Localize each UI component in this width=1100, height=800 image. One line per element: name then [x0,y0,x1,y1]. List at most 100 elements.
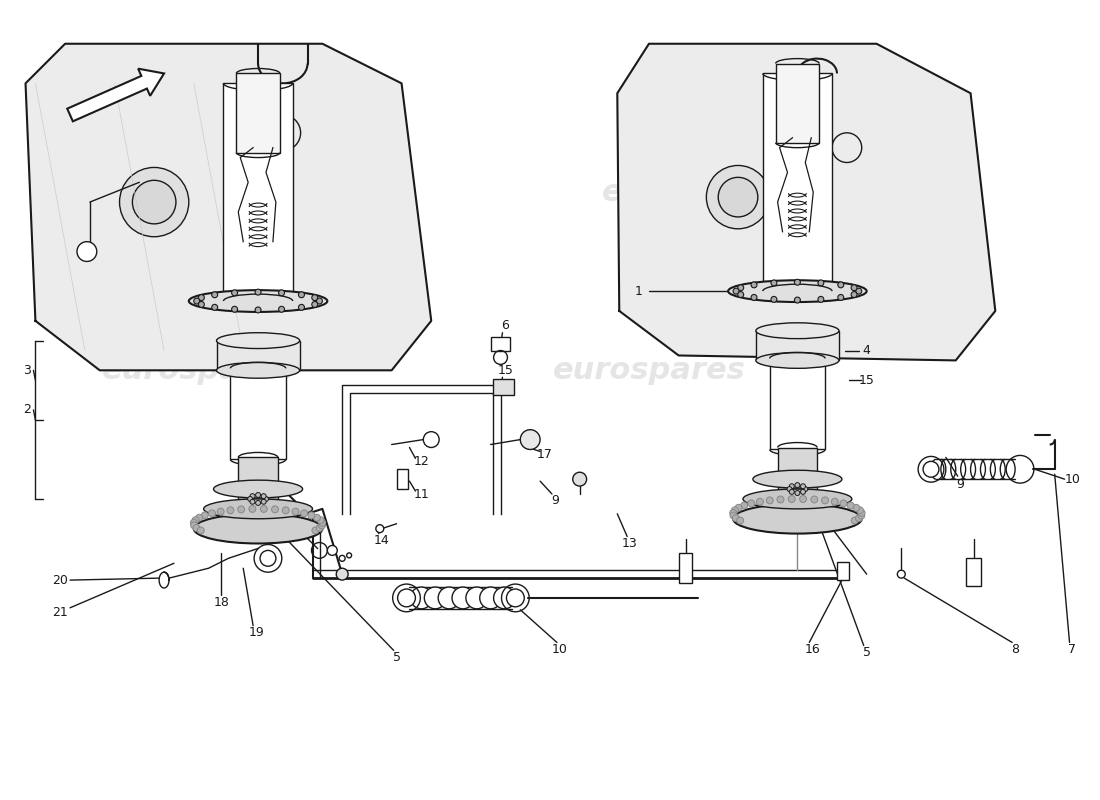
Bar [493,379,515,395]
Circle shape [346,553,352,558]
Text: 15: 15 [859,374,874,386]
Bar [756,330,839,361]
Circle shape [255,307,261,313]
Text: 4: 4 [862,344,870,357]
Circle shape [790,490,794,494]
Circle shape [261,494,266,498]
Circle shape [410,587,432,609]
Circle shape [250,499,255,504]
Polygon shape [25,44,431,370]
Circle shape [209,510,216,517]
Circle shape [190,519,197,526]
Circle shape [438,587,460,609]
Bar [776,63,820,142]
Circle shape [923,462,939,477]
Circle shape [751,294,757,301]
Circle shape [217,508,224,515]
Circle shape [308,512,315,519]
Circle shape [317,517,324,524]
Circle shape [801,484,805,489]
Ellipse shape [733,504,861,534]
Circle shape [777,496,784,503]
Circle shape [211,292,218,298]
Circle shape [790,484,794,489]
Ellipse shape [189,290,328,312]
Text: 5: 5 [393,650,400,664]
Circle shape [278,306,285,312]
Circle shape [466,587,487,609]
Circle shape [852,504,860,511]
Circle shape [757,498,763,505]
Circle shape [264,497,268,502]
Bar [223,83,293,301]
Text: 8: 8 [1011,643,1019,656]
Circle shape [832,498,838,505]
Ellipse shape [742,489,851,509]
Text: eurospares: eurospares [102,356,295,385]
Bar [770,358,825,450]
Circle shape [818,297,824,302]
Circle shape [767,497,773,504]
Circle shape [838,282,844,288]
Text: 10: 10 [552,643,568,656]
Circle shape [227,507,234,514]
Text: 18: 18 [213,596,230,610]
Circle shape [857,507,864,514]
Circle shape [312,527,319,534]
Circle shape [737,517,744,524]
Circle shape [738,291,744,298]
Bar [236,74,279,153]
Circle shape [238,506,244,513]
Circle shape [311,302,318,307]
Circle shape [740,502,748,509]
Text: 5: 5 [862,646,871,659]
Circle shape [317,298,322,304]
Circle shape [328,546,338,555]
Circle shape [452,587,474,609]
Circle shape [376,525,384,533]
Circle shape [856,288,861,294]
Text: 3: 3 [23,364,32,377]
Text: 14: 14 [374,534,389,547]
Circle shape [255,289,261,295]
FancyArrow shape [67,69,164,122]
Circle shape [298,292,305,298]
Text: 20: 20 [52,574,68,586]
Ellipse shape [756,323,839,338]
Text: eurospares: eurospares [602,178,795,206]
Bar [217,341,299,370]
Circle shape [801,490,805,494]
Text: eurospares: eurospares [552,356,746,385]
Circle shape [197,527,205,534]
Polygon shape [617,44,996,361]
Circle shape [293,508,299,515]
Circle shape [732,507,738,514]
Text: 17: 17 [537,448,553,461]
Circle shape [319,522,326,529]
Circle shape [283,507,289,514]
Text: 12: 12 [414,455,429,468]
Circle shape [573,472,586,486]
Circle shape [272,506,278,513]
Ellipse shape [213,480,302,498]
Circle shape [840,500,847,507]
Circle shape [255,493,261,498]
Text: 9: 9 [551,494,559,507]
Circle shape [260,550,276,566]
Bar [397,470,408,489]
Text: 11: 11 [414,487,429,501]
Text: 21: 21 [53,606,68,619]
Circle shape [190,522,198,529]
Circle shape [847,502,855,509]
Circle shape [255,501,261,506]
Circle shape [838,294,844,301]
Circle shape [818,280,824,286]
Circle shape [733,288,739,294]
Circle shape [748,500,755,507]
Circle shape [77,242,97,262]
Circle shape [718,178,758,217]
Circle shape [300,510,308,517]
Bar [966,558,981,586]
Circle shape [337,568,348,580]
Circle shape [339,555,345,562]
